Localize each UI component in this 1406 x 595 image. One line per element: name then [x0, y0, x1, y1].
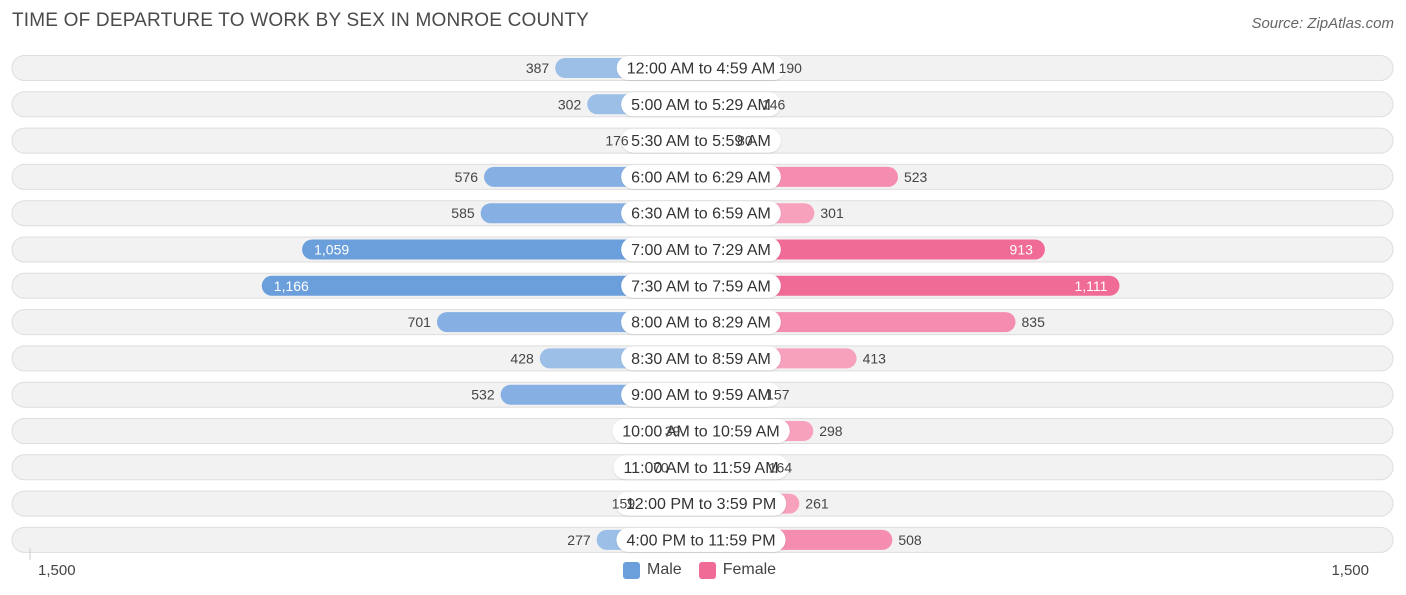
legend-label-female: Female — [722, 561, 777, 578]
value-label-female: 146 — [762, 96, 786, 112]
value-label-male: 387 — [526, 60, 550, 76]
category-label: 6:00 AM to 6:29 AM — [631, 169, 771, 186]
category-label: 8:30 AM to 8:59 AM — [631, 351, 771, 368]
value-label-male: 159 — [612, 496, 636, 512]
category-label-pill — [621, 201, 781, 226]
bar-male — [261, 275, 711, 296]
category-label-pill — [616, 527, 786, 552]
category-label-pill — [621, 346, 781, 371]
legend-label-male: Male — [647, 561, 682, 578]
category-label: 9:00 AM to 9:59 AM — [631, 387, 771, 404]
rows-layer: 12:00 AM to 4:59 AM 387 190 5:00 AM to 5:29… — [11, 55, 1394, 560]
value-label-male: 1,166 — [274, 278, 309, 294]
value-label-female: 80 — [737, 133, 753, 149]
category-label: 11:00 AM to 11:59 AM — [623, 460, 778, 477]
category-label-pill — [621, 237, 781, 262]
chart: 12:00 AM to 4:59 AM 387 190 5:00 AM to 5:29… — [11, 55, 1394, 560]
category-label-pill — [616, 56, 786, 80]
axis-right-label: 1,500 — [1331, 562, 1369, 579]
value-label-female: 1,111 — [1075, 278, 1108, 294]
category-label: 12:00 PM to 3:59 PM — [626, 496, 776, 513]
chart-title: TIME OF DEPARTURE TO WORK BY SEX IN MONR… — [12, 10, 590, 31]
legend-swatch-male — [623, 561, 640, 579]
value-label-male: 277 — [567, 532, 591, 548]
row-6-00-am-to-6-29-am: 6:00 AM to 6:29 AM 576 523 — [11, 163, 1394, 190]
value-label-male: 585 — [451, 205, 475, 221]
category-label-pill — [621, 92, 781, 117]
category-label-pill — [612, 419, 790, 443]
row-5-00-am-to-5-29-am: 5:00 AM to 5:29 AM 302 146 — [11, 91, 1394, 118]
category-label-pill — [621, 382, 781, 407]
value-label-male: 428 — [510, 350, 534, 366]
category-label: 6:30 AM to 6:59 AM — [631, 206, 771, 223]
value-label-female: 157 — [766, 387, 790, 403]
value-label-male: 176 — [605, 133, 629, 149]
axis-left-label: 1,500 — [38, 562, 76, 579]
category-label-pill — [621, 128, 781, 153]
category-label: 7:30 AM to 7:59 AM — [631, 278, 771, 295]
value-label-male: 39 — [665, 423, 681, 439]
value-label-female: 298 — [819, 423, 843, 439]
value-label-female: 508 — [898, 532, 922, 548]
category-label-pill — [621, 310, 781, 335]
category-label-pill — [615, 491, 787, 516]
row-8-30-am-to-8-59-am: 8:30 AM to 8:59 AM 428 413 — [11, 345, 1394, 372]
value-label-male: 532 — [471, 387, 495, 403]
bar-female — [691, 275, 1120, 296]
category-label: 7:00 AM to 7:29 AM — [631, 242, 771, 259]
category-label: 4:00 PM to 11:59 PM — [626, 532, 775, 549]
category-label: 5:00 AM to 5:29 AM — [631, 97, 771, 114]
legend-swatch-female — [698, 561, 716, 579]
legend-item-female: Female — [698, 561, 777, 579]
category-label-pill — [613, 455, 789, 480]
value-label-male: 701 — [408, 314, 432, 330]
value-label-female: 261 — [805, 496, 829, 512]
category-label: 5:30 AM to 5:59 AM — [631, 133, 771, 150]
value-label-male: 302 — [558, 96, 582, 112]
value-label-female: 190 — [779, 60, 803, 76]
category-label: 10:00 AM to 10:59 AM — [622, 424, 779, 441]
value-label-male: 70 — [653, 459, 669, 475]
row-7-00-am-to-7-29-am: 7:00 AM to 7:29 AM 1,059 913 — [11, 236, 1394, 263]
category-label: 8:00 AM to 8:29 AM — [631, 315, 771, 332]
legend-item-male: Male — [623, 561, 682, 579]
category-label: 12:00 AM to 4:59 AM — [627, 61, 776, 78]
value-label-female: 301 — [820, 205, 844, 221]
value-label-male: 1,059 — [314, 242, 349, 258]
row-6-30-am-to-6-59-am: 6:30 AM to 6:59 AM 585 301 — [11, 200, 1394, 227]
value-label-female: 413 — [863, 350, 887, 366]
bar-male — [302, 239, 711, 260]
row-9-00-am-to-9-59-am: 9:00 AM to 9:59 AM 532 157 — [11, 381, 1394, 408]
row-12-00-am-to-4-59-am: 12:00 AM to 4:59 AM 387 190 — [11, 55, 1394, 81]
value-label-female: 523 — [904, 169, 928, 185]
row-8-00-am-to-8-29-am: 8:00 AM to 8:29 AM 701 835 — [11, 309, 1394, 336]
value-label-male: 576 — [455, 169, 479, 185]
row-4-00-pm-to-11-59-pm: 4:00 PM to 11:59 PM 277 508 — [11, 526, 1394, 553]
category-label-pill — [621, 273, 781, 298]
value-label-female: 164 — [769, 459, 793, 475]
row-7-30-am-to-7-59-am: 7:30 AM to 7:59 AM 1,166 1,111 — [11, 272, 1394, 299]
value-label-female: 835 — [1022, 314, 1046, 330]
value-label-female: 913 — [1010, 242, 1034, 258]
source-label: Source: ZipAtlas.com — [1251, 15, 1394, 32]
legend: Male Female — [623, 561, 793, 579]
category-label-pill — [621, 164, 781, 189]
